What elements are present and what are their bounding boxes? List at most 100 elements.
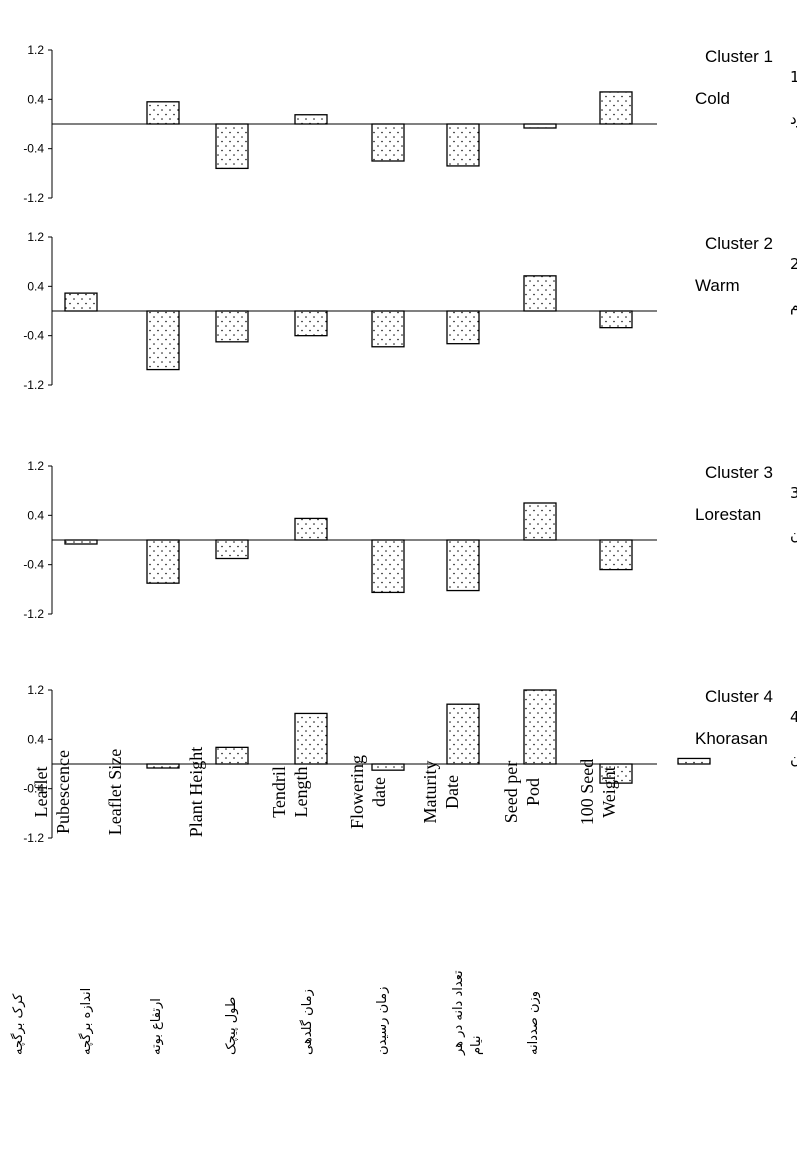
bar: [64, 292, 98, 312]
cluster-label: Cluster 1: [705, 47, 773, 66]
bar: [64, 539, 98, 545]
category-label-line: 100 Seed: [577, 759, 597, 826]
cluster-label-fa: خوشه 1: [790, 68, 797, 86]
category-label-line: Flowering: [347, 755, 367, 829]
category-label-fa-line: کرک برگچه: [10, 993, 26, 1055]
category-label-fa-line: زمان گلدهی: [299, 989, 315, 1055]
bar: [677, 757, 711, 765]
bar: [599, 310, 633, 329]
bar: [446, 310, 480, 345]
category-label-line: Leaflet: [31, 767, 51, 818]
cluster-label-fa: خوشه 4: [790, 708, 797, 726]
bar: [523, 123, 557, 129]
bar: [294, 310, 328, 337]
category-label-fa-line: ارتفاع بوته: [149, 998, 164, 1055]
category-label-line: Seed per: [501, 761, 521, 823]
chart-panel-3: 1.2 0.4 -0.4 -1.2 Cluster 3 خوشه 3 Lorestan لرس…: [23, 459, 797, 621]
category-label-line: Plant Height: [186, 747, 206, 838]
category-label-fa-line: وزن صددانه: [526, 991, 541, 1055]
region-label-fa: لرستان: [790, 526, 797, 544]
bar: [446, 123, 480, 167]
category-label-en: Tendril Length: [269, 766, 311, 818]
y-tick-label: 1.2: [27, 43, 44, 57]
category-label-en: Seed per Pod: [501, 761, 543, 823]
category-label-en: 100 Seed Weight: [577, 759, 619, 826]
category-label-fa: طول پیچک: [224, 997, 239, 1055]
category-label-fa: زمان گلدهی: [299, 989, 315, 1055]
y-tick-label: -1.2: [23, 607, 44, 621]
cluster-label-fa: خوشه 2: [790, 255, 797, 273]
bar: [294, 517, 328, 541]
bar: [146, 539, 180, 584]
category-label-line: Weight: [599, 766, 619, 818]
bar: [294, 114, 328, 125]
category-label-line: Maturity: [420, 761, 440, 824]
region-label: Lorestan: [695, 505, 761, 524]
category-label-en: Leaflet Pubescence: [31, 750, 73, 834]
bar: [371, 539, 405, 594]
bar: [146, 101, 180, 125]
category-label-fa-line: زمان رسیدن: [375, 987, 390, 1055]
category-label-en: Plant Height: [186, 747, 206, 838]
category-label-line: date: [369, 777, 389, 807]
bar: [371, 123, 405, 162]
bar: [523, 275, 557, 312]
category-label-fa-line: طول پیچک: [224, 997, 239, 1055]
y-tick-label: 0.4: [27, 508, 44, 522]
category-label-fa: تعداد دانه در هر نیام: [451, 970, 484, 1056]
bar: [446, 539, 480, 592]
region-label-fa: سرد: [790, 110, 797, 128]
y-tick-label: 0.4: [27, 279, 44, 293]
bar: [371, 763, 405, 771]
y-tick-label: 0.4: [27, 732, 44, 746]
category-label-line: Pubescence: [53, 750, 73, 834]
category-label-line: Date: [442, 775, 462, 809]
category-label-en: Maturity Date: [420, 761, 462, 824]
y-tick-label: 1.2: [27, 683, 44, 697]
category-label-line: Length: [291, 767, 311, 818]
category-label-fa: ارتفاع بوته: [149, 998, 164, 1055]
category-label-en: Leaflet Size: [105, 749, 125, 835]
bar: [599, 539, 633, 571]
category-label-line: Tendril: [269, 766, 289, 818]
region-label-fa: خراسان: [790, 750, 797, 768]
bar: [523, 502, 557, 541]
bar: [371, 310, 405, 348]
y-tick-label: 1.2: [27, 459, 44, 473]
category-label-fa: کرک برگچه: [10, 993, 26, 1055]
cluster-label: Cluster 2: [705, 234, 773, 253]
chart-panel-2: 1.2 0.4 -0.4 -1.2 Cluster 2 خوشه 2 Warm گرم: [23, 230, 797, 392]
bar: [146, 310, 180, 371]
category-label-fa: اندازه برگچه: [78, 988, 94, 1055]
y-tick-label: 1.2: [27, 230, 44, 244]
y-tick-label: -0.4: [23, 558, 44, 572]
cluster-label: Cluster 3: [705, 463, 773, 482]
bar: [599, 763, 633, 784]
bar: [215, 310, 249, 343]
category-label-line: Leaflet Size: [105, 749, 125, 835]
region-label: Khorasan: [695, 729, 768, 748]
y-tick-label: -0.4: [23, 329, 44, 343]
bar: [215, 539, 249, 560]
bar: [523, 689, 557, 765]
bar: [294, 712, 328, 765]
category-label-en: Flowering date: [347, 755, 389, 829]
category-label-fa-line: اندازه برگچه: [78, 988, 94, 1055]
chart-panel-4: 1.2 0.4 -0.4 -1.2 Cluster 4 خوشه 4 Khorasan خرا…: [23, 683, 797, 845]
category-label-fa: وزن صددانه: [526, 991, 541, 1055]
category-label-line: Pod: [523, 778, 543, 806]
region-label-fa: گرم: [790, 297, 797, 315]
y-tick-label: -0.4: [23, 782, 44, 796]
y-tick-label: 0.4: [27, 92, 44, 106]
category-label-fa-line: تعداد دانه در هر: [451, 970, 466, 1056]
bar: [599, 91, 633, 125]
region-label: Warm: [695, 276, 740, 295]
bar: [446, 703, 480, 765]
bar: [215, 123, 249, 170]
category-label-fa: زمان رسیدن: [375, 987, 390, 1055]
region-label: Cold: [695, 89, 730, 108]
y-tick-label: -1.2: [23, 378, 44, 392]
y-tick-label: -0.4: [23, 142, 44, 156]
y-tick-label: -1.2: [23, 191, 44, 205]
